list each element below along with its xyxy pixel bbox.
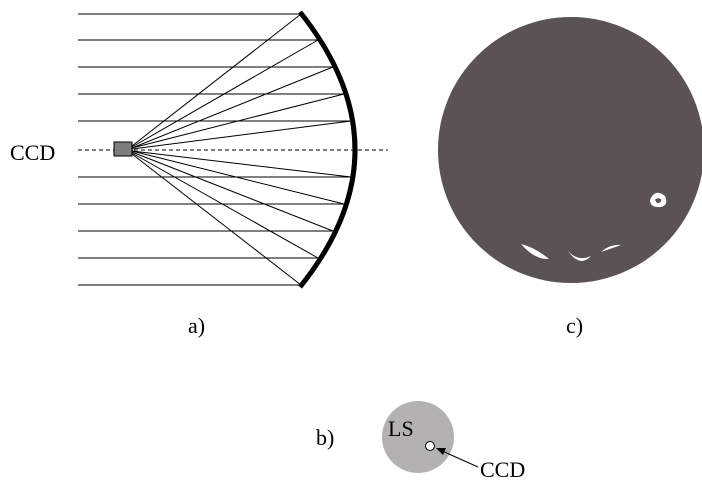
- ccd-label-left: CCD: [10, 140, 55, 165]
- ccd-arrow-label: CCD: [480, 457, 525, 482]
- highlight-spot: [521, 244, 549, 260]
- reflected-rays: [131, 13, 352, 286]
- reflected-ray: [131, 150, 352, 178]
- panel-a-mirror-diagram: CCD a): [10, 10, 388, 338]
- highlight-spot: [601, 244, 621, 252]
- incoming-rays: [78, 13, 351, 286]
- reflected-ray: [131, 150, 345, 205]
- reflected-ray: [131, 152, 319, 259]
- reflected-ray: [131, 66, 334, 149]
- panel-b-source: LS CCD b): [316, 401, 525, 482]
- mirror-arc: [298, 10, 358, 289]
- reflected-ray: [131, 93, 345, 149]
- dark-image-disk: [438, 17, 702, 283]
- highlight-spot: [650, 192, 667, 208]
- ccd-arrow-head: [436, 448, 446, 455]
- panel-b-label: b): [316, 425, 334, 450]
- reflected-ray: [131, 120, 352, 150]
- reflected-ray: [131, 13, 302, 147]
- ccd-marker: [425, 441, 435, 451]
- reflected-ray: [131, 39, 319, 148]
- ls-label: LS: [388, 416, 414, 441]
- ls-disk: [382, 401, 454, 473]
- ccd-sensor-box: [113, 141, 133, 157]
- reflected-ray: [131, 153, 302, 286]
- panel-c-label: c): [566, 313, 583, 338]
- ccd-arrow-line: [439, 449, 479, 468]
- panel-a-label: a): [188, 313, 205, 338]
- reflected-ray: [131, 151, 334, 232]
- panel-c-image: c): [438, 17, 702, 338]
- highlight-spot: [568, 251, 591, 261]
